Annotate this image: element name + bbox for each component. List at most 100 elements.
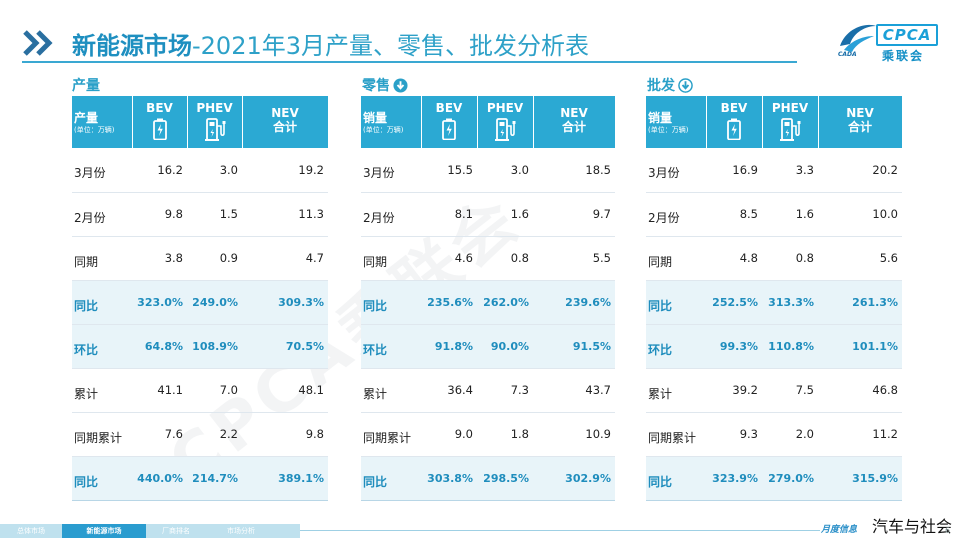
table-row: 累计 39.2 7.5 46.8 xyxy=(646,368,902,413)
footer-tab-analysis[interactable]: 市场分析 xyxy=(227,527,255,535)
cell-bev: 4.8 xyxy=(706,236,762,281)
cell-phev: 7.3 xyxy=(477,368,533,413)
fuel-plug-icon xyxy=(188,118,242,145)
table-row: 同期 4.8 0.8 5.6 xyxy=(646,236,902,281)
cell-nev: 5.6 xyxy=(818,236,902,281)
cell-phev: 3.3 xyxy=(762,148,818,193)
column-header-nev: NEV 合计 xyxy=(818,96,903,148)
section-label-wholesale: 批发 xyxy=(647,75,693,95)
table-row: 环比 64.8% 108.9% 70.5% xyxy=(72,324,328,369)
cell-nev: 315.9% xyxy=(818,456,902,501)
cell-phev: 279.0% xyxy=(762,456,818,501)
cell-nev: 261.3% xyxy=(818,280,902,325)
row-label: 同比 xyxy=(361,456,421,501)
table-row: 累计 41.1 7.0 48.1 xyxy=(72,368,328,413)
cell-nev: 18.5 xyxy=(533,148,615,193)
table-header-row: 销量 (单位：万辆) BEV PHEV NEV 合计 xyxy=(361,96,616,148)
cell-phev: 1.8 xyxy=(477,412,533,457)
row-label: 2月份 xyxy=(361,192,421,237)
column-header-bev: BEV xyxy=(132,96,188,148)
cell-phev: 313.3% xyxy=(762,280,818,325)
column-header-metric: 产量 (单位：万辆) xyxy=(72,96,133,148)
table-row: 同期累计 9.0 1.8 10.9 xyxy=(361,412,615,457)
fuel-plug-icon xyxy=(478,118,533,145)
cell-bev: 235.6% xyxy=(421,280,477,325)
cell-bev: 9.0 xyxy=(421,412,477,457)
cell-nev: 239.6% xyxy=(533,280,615,325)
row-label: 同期 xyxy=(361,236,421,281)
cell-bev: 9.8 xyxy=(132,192,187,237)
table-row: 环比 91.8% 90.0% 91.5% xyxy=(361,324,615,369)
cell-bev: 41.1 xyxy=(132,368,187,413)
column-header-phev: PHEV xyxy=(762,96,819,148)
table-wholesale: 销量 (单位：万辆) BEV PHEV NEV 合计 3月份 16.9 3.3 20.2 2月份 8.… xyxy=(646,96,903,501)
unit-label: (单位：万辆) xyxy=(363,126,404,134)
cell-nev: 20.2 xyxy=(818,148,902,193)
table-row: 同期 3.8 0.9 4.7 xyxy=(72,236,328,281)
chevron-right-icon xyxy=(23,30,53,56)
table-row: 同期累计 9.3 2.0 11.2 xyxy=(646,412,902,457)
cell-bev: 39.2 xyxy=(706,368,762,413)
cell-phev: 2.2 xyxy=(187,412,242,457)
row-label: 同比 xyxy=(646,456,706,501)
phev-label: PHEV xyxy=(486,101,524,115)
arrow-down-circle-icon xyxy=(678,77,693,93)
footer-tab-nev[interactable]: 新能源市场 xyxy=(62,524,146,538)
section-label-text: 零售 xyxy=(362,78,390,94)
nev-total-label: 合计 xyxy=(847,120,872,134)
cell-nev: 11.3 xyxy=(242,192,328,237)
cell-nev: 46.8 xyxy=(818,368,902,413)
cell-nev: 309.3% xyxy=(242,280,328,325)
cell-phev: 2.0 xyxy=(762,412,818,457)
footer: 总体市场 新能源市场 厂商排名 市场分析 月度信息 xyxy=(0,522,960,540)
table-row: 3月份 15.5 3.0 18.5 xyxy=(361,148,615,193)
table-row: 2月份 8.1 1.6 9.7 xyxy=(361,192,615,237)
nev-total-label: 合计 xyxy=(272,120,297,134)
row-label: 同比 xyxy=(72,280,132,325)
cell-bev: 323.0% xyxy=(132,280,187,325)
cell-phev: 110.8% xyxy=(762,324,818,369)
cell-phev: 3.0 xyxy=(187,148,242,193)
footer-tab-ranking[interactable]: 厂商排名 xyxy=(162,527,190,535)
cell-bev: 91.8% xyxy=(421,324,477,369)
bev-label: BEV xyxy=(720,101,748,115)
cell-phev: 298.5% xyxy=(477,456,533,501)
logo-swirl-icon xyxy=(840,24,876,52)
cell-phev: 0.9 xyxy=(187,236,242,281)
cell-nev: 10.9 xyxy=(533,412,615,457)
cell-bev: 36.4 xyxy=(421,368,477,413)
row-label: 同比 xyxy=(72,456,132,501)
cell-nev: 70.5% xyxy=(242,324,328,369)
cell-phev: 90.0% xyxy=(477,324,533,369)
cell-phev: 7.5 xyxy=(762,368,818,413)
footer-tab-overall[interactable]: 总体市场 xyxy=(17,527,45,535)
cell-bev: 16.2 xyxy=(132,148,187,193)
cell-phev: 3.0 xyxy=(477,148,533,193)
row-label: 2月份 xyxy=(72,192,132,237)
nev-total-label: 合计 xyxy=(561,120,586,134)
unit-label: (单位：万辆) xyxy=(648,126,689,134)
section-label-text: 批发 xyxy=(647,78,675,94)
cell-phev: 262.0% xyxy=(477,280,533,325)
cell-bev: 252.5% xyxy=(706,280,762,325)
table-row: 同比 252.5% 313.3% 261.3% xyxy=(646,280,902,325)
cell-bev: 7.6 xyxy=(132,412,187,457)
corner-label: 销量 xyxy=(648,111,673,125)
title-divider xyxy=(22,61,797,63)
cell-bev: 323.9% xyxy=(706,456,762,501)
cell-nev: 43.7 xyxy=(533,368,615,413)
table-row: 同比 323.0% 249.0% 309.3% xyxy=(72,280,328,325)
cell-nev: 4.7 xyxy=(242,236,328,281)
fuel-plug-icon xyxy=(763,118,818,145)
row-label: 2月份 xyxy=(646,192,706,237)
cell-phev: 249.0% xyxy=(187,280,242,325)
cell-bev: 303.8% xyxy=(421,456,477,501)
cell-phev: 1.5 xyxy=(187,192,242,237)
row-label: 同期累计 xyxy=(72,412,132,457)
table-row: 同期累计 7.6 2.2 9.8 xyxy=(72,412,328,457)
table-production: 产量 (单位：万辆) BEV PHEV NEV 合计 3月份 16.2 3.0 19.2 2月份 9.… xyxy=(72,96,329,501)
cell-phev: 214.7% xyxy=(187,456,242,501)
row-label: 累计 xyxy=(646,368,706,413)
row-label: 环比 xyxy=(72,324,132,369)
cell-bev: 9.3 xyxy=(706,412,762,457)
